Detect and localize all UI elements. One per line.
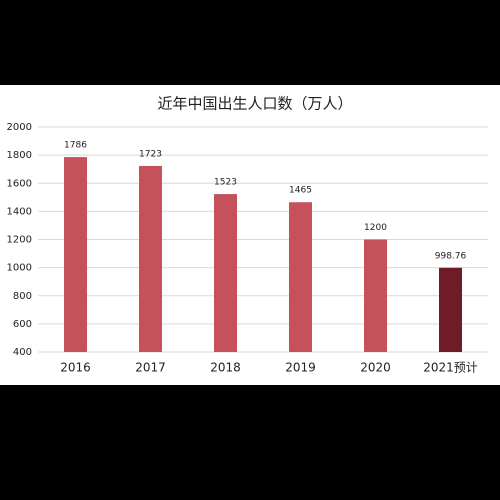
y-tick-label: 1200 bbox=[7, 235, 32, 246]
bar bbox=[139, 165, 162, 352]
value-label: 1200 bbox=[364, 223, 387, 233]
y-tick-label: 1000 bbox=[7, 263, 32, 274]
value-label: 1523 bbox=[214, 178, 237, 188]
y-tick-label: 800 bbox=[13, 291, 32, 302]
bar bbox=[289, 202, 312, 352]
x-tick-label: 2021预计 bbox=[423, 361, 478, 375]
y-tick-label: 1600 bbox=[7, 178, 32, 189]
bar bbox=[64, 157, 87, 352]
y-tick-label: 1400 bbox=[7, 206, 32, 217]
x-tick-label: 2020 bbox=[360, 361, 391, 375]
bar bbox=[364, 239, 387, 352]
y-tick-label: 1800 bbox=[7, 150, 32, 161]
value-label: 998.76 bbox=[435, 251, 467, 261]
bar bbox=[439, 267, 462, 352]
y-tick-label: 400 bbox=[13, 347, 32, 358]
y-tick-label: 600 bbox=[13, 319, 32, 330]
value-label: 1723 bbox=[139, 149, 162, 159]
x-tick-label: 2017 bbox=[135, 361, 166, 375]
x-tick-label: 2019 bbox=[285, 361, 316, 375]
x-tick-label: 2018 bbox=[210, 361, 241, 375]
value-label: 1786 bbox=[64, 141, 87, 151]
value-label: 1465 bbox=[289, 186, 312, 196]
bar bbox=[214, 194, 237, 352]
y-tick-label: 2000 bbox=[7, 122, 32, 133]
x-tick-label: 2016 bbox=[60, 361, 91, 375]
chart-title: 近年中国出生人口数（万人） bbox=[157, 95, 352, 113]
